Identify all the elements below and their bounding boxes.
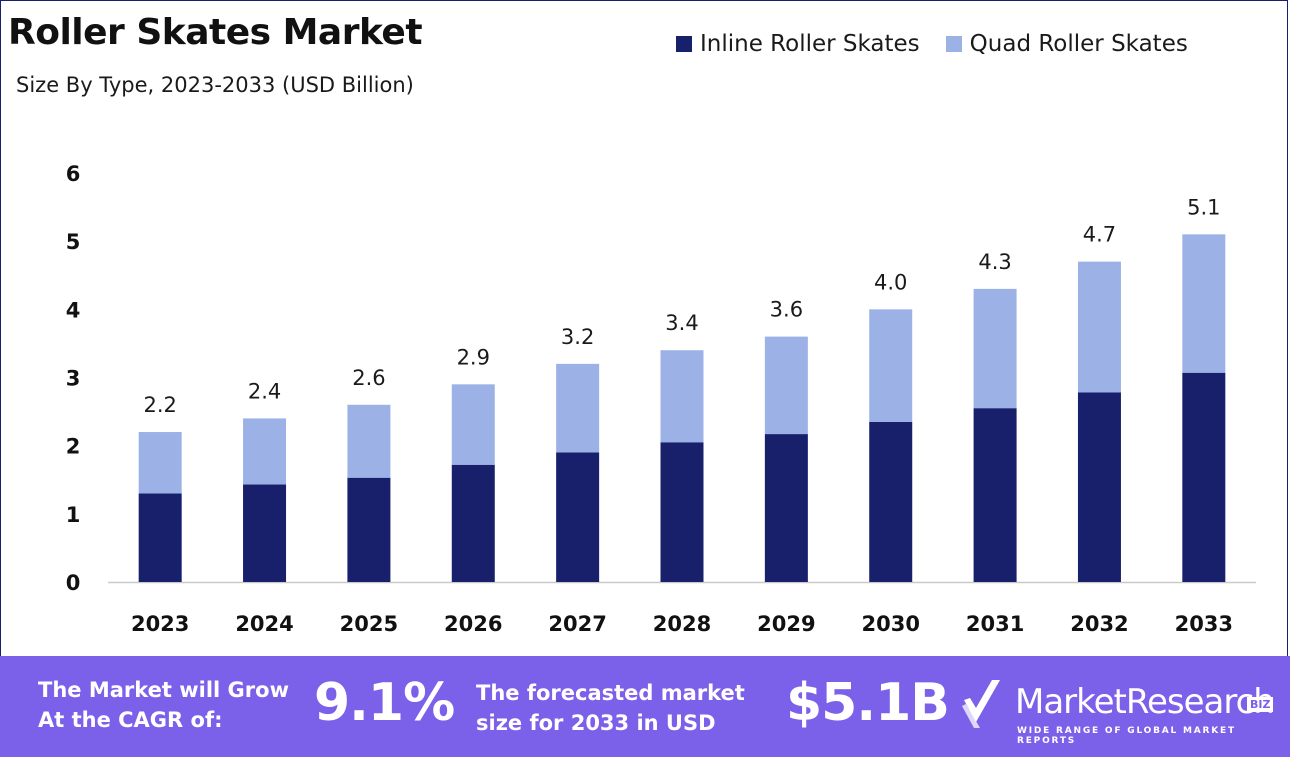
chart-subtitle: Size By Type, 2023-2033 (USD Billion) (16, 73, 414, 97)
x-tick-label: 2026 (444, 612, 502, 636)
bar-quad-roller-skates (1182, 234, 1226, 373)
bar-quad-roller-skates (869, 309, 913, 422)
bar-quad-roller-skates (973, 288, 1017, 409)
forecast-label: The forecasted market size for 2033 in U… (476, 678, 745, 738)
bar-total-label: 3.6 (770, 298, 803, 322)
bar-inline-roller-skates (451, 464, 495, 582)
x-tick-label: 2028 (653, 612, 711, 636)
bar-total-label: 2.6 (352, 366, 385, 390)
legend-label-inline: Inline Roller Skates (700, 31, 920, 57)
y-tick-label: 0 (66, 571, 81, 595)
bar-quad-roller-skates (243, 418, 287, 485)
brand-tagline: WIDE RANGE OF GLOBAL MARKET REPORTS (1017, 726, 1236, 746)
bar-quad-roller-skates (660, 350, 704, 443)
x-tick-label: 2025 (340, 612, 398, 636)
bar-total-label: 4.3 (978, 250, 1011, 274)
y-tick-label: 4 (66, 298, 81, 322)
bar-quad-roller-skates (451, 384, 495, 465)
forecast-value: $5.1B (786, 673, 950, 733)
bar-total-label: 2.4 (248, 379, 281, 403)
legend-swatch-quad (945, 36, 962, 52)
bar-total-label: 5.1 (1187, 195, 1220, 219)
bar-inline-roller-skates (243, 484, 287, 582)
x-tick-label: 2031 (966, 612, 1024, 636)
forecast-label-line2: size for 2033 in USD (476, 711, 716, 735)
cagr-label-line2: At the CAGR of: (38, 708, 223, 732)
bar-inline-roller-skates (764, 434, 808, 582)
bar-inline-roller-skates (138, 493, 182, 582)
bar-inline-roller-skates (347, 477, 391, 582)
y-tick-label: 6 (66, 162, 81, 186)
cagr-label-line1: The Market will Grow (38, 678, 289, 702)
bar-inline-roller-skates (660, 442, 704, 582)
bar-quad-roller-skates (1077, 261, 1121, 393)
bar-total-label: 4.0 (874, 270, 907, 294)
x-tick-label: 2033 (1175, 612, 1233, 636)
x-tick-label: 2027 (548, 612, 606, 636)
chart-title: Roller Skates Market (8, 12, 423, 53)
bar-inline-roller-skates (973, 408, 1017, 582)
bar-total-label: 4.7 (1083, 223, 1116, 247)
bar-quad-roller-skates (556, 363, 600, 453)
bar-inline-roller-skates (556, 452, 600, 582)
brand-name: MarketResearch (1015, 682, 1275, 722)
bar-quad-roller-skates (764, 336, 808, 435)
bar-inline-roller-skates (1077, 392, 1121, 582)
legend-swatch-inline (676, 36, 692, 52)
y-tick-label: 1 (66, 503, 81, 527)
bar-inline-roller-skates (869, 421, 913, 582)
x-tick-label: 2029 (757, 612, 815, 636)
bar-total-label: 2.9 (457, 345, 490, 369)
legend-item-quad: Quad Roller Skates (945, 31, 1188, 57)
brand-badge: BIZ (1247, 697, 1274, 712)
cagr-label: The Market will Grow At the CAGR of: (38, 675, 289, 735)
bar-inline-roller-skates (1182, 372, 1226, 582)
legend-label-quad: Quad Roller Skates (969, 31, 1188, 57)
bar-total-label: 3.2 (561, 325, 594, 349)
bar-chart: 0 1 2 3 4 5 6 2.2 2023 2.4 2024 2.6 2025 2.9 2026 3.2 20… (66, 162, 1256, 636)
y-tick-label: 5 (66, 230, 81, 254)
x-tick-label: 2032 (1070, 612, 1128, 636)
bar-quad-roller-skates (138, 432, 182, 494)
bar-total-label: 3.4 (665, 311, 698, 335)
legend-item-inline: Inline Roller Skates (676, 31, 920, 57)
bar-total-label: 2.2 (143, 393, 176, 417)
brand-logo-icon (962, 680, 1000, 728)
x-tick-label: 2030 (862, 612, 920, 636)
bar-quad-roller-skates (347, 404, 391, 478)
legend: Inline Roller Skates Quad Roller Skates (676, 31, 1214, 57)
x-tick-label: 2024 (235, 612, 293, 636)
footer-banner (0, 656, 1290, 757)
y-tick-label: 2 (66, 435, 81, 459)
forecast-label-line1: The forecasted market (476, 681, 745, 705)
y-tick-label: 3 (66, 367, 81, 391)
cagr-value: 9.1% (314, 673, 455, 733)
x-tick-label: 2023 (131, 612, 189, 636)
